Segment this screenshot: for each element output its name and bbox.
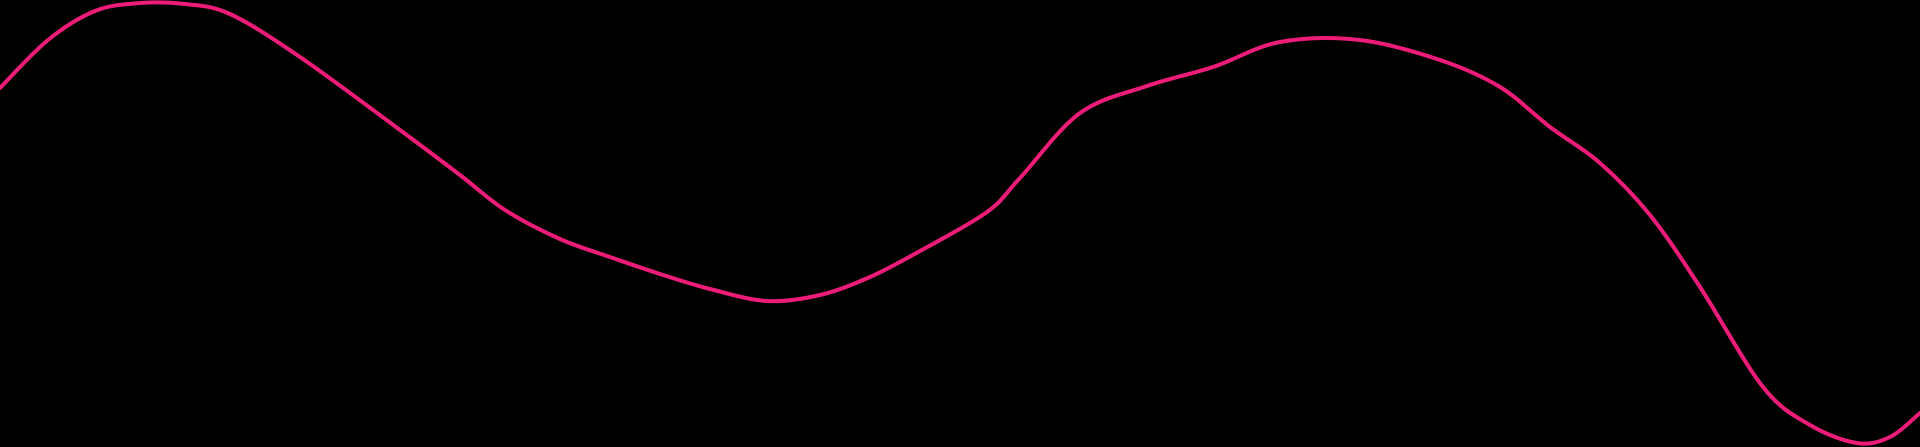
wave-line xyxy=(0,0,1920,446)
wave-chart-canvas xyxy=(0,0,1920,447)
wave-line-svg xyxy=(0,0,1920,446)
